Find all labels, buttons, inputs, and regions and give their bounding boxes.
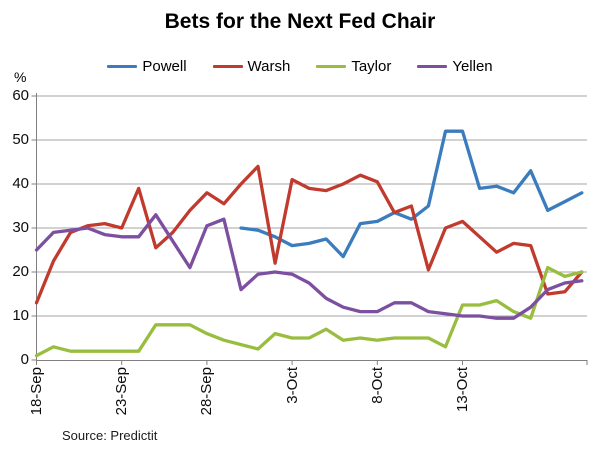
y-axis-tick-label: 30 xyxy=(12,219,29,236)
series-line-yellen xyxy=(34,213,584,320)
series-line-taylor xyxy=(34,265,584,358)
legend-label: Powell xyxy=(142,58,187,75)
series-line-warsh xyxy=(34,164,584,305)
y-axis-tick-label: 20 xyxy=(12,263,29,280)
legend-swatch-warsh-icon xyxy=(212,64,243,69)
chart-title: Bets for the Next Fed Chair xyxy=(164,10,436,33)
y-axis-tick-label: 50 xyxy=(12,131,29,148)
x-axis-tick-label: 13-Oct xyxy=(454,367,472,413)
legend-item-warsh: Warsh xyxy=(212,58,291,75)
legend-swatch-taylor-icon xyxy=(316,64,347,69)
legend-swatch-yellen-icon xyxy=(417,64,448,69)
legend-label: Yellen xyxy=(452,58,493,75)
y-axis-tick-label: 40 xyxy=(12,175,29,192)
x-axis-tick-label: 23-Sep xyxy=(113,367,131,416)
legend-label: Taylor xyxy=(351,58,392,75)
y-axis-tick-label: 0 xyxy=(20,351,29,368)
y-axis-tick-label: 60 xyxy=(12,87,29,104)
legend-item-powell: Powell xyxy=(107,58,187,75)
legend-item-yellen: Yellen xyxy=(417,58,493,75)
x-axis-tick-label: 8-Oct xyxy=(368,367,386,404)
y-axis-unit-label: % xyxy=(14,69,27,85)
x-axis-tick-label: 28-Sep xyxy=(198,367,216,416)
x-axis-tick-label: 18-Sep xyxy=(28,367,45,416)
x-axis-tick-label: 3-Oct xyxy=(283,367,301,404)
series-line-powell xyxy=(239,129,584,259)
legend-item-taylor: Taylor xyxy=(316,58,391,75)
source-note: Source: Predictit xyxy=(62,428,158,443)
y-axis-tick-label: 10 xyxy=(12,307,29,324)
legend-swatch-powell-icon xyxy=(107,64,138,69)
legend-label: Warsh xyxy=(247,58,291,75)
legend: Powell Warsh Taylor Yellen xyxy=(0,58,600,75)
